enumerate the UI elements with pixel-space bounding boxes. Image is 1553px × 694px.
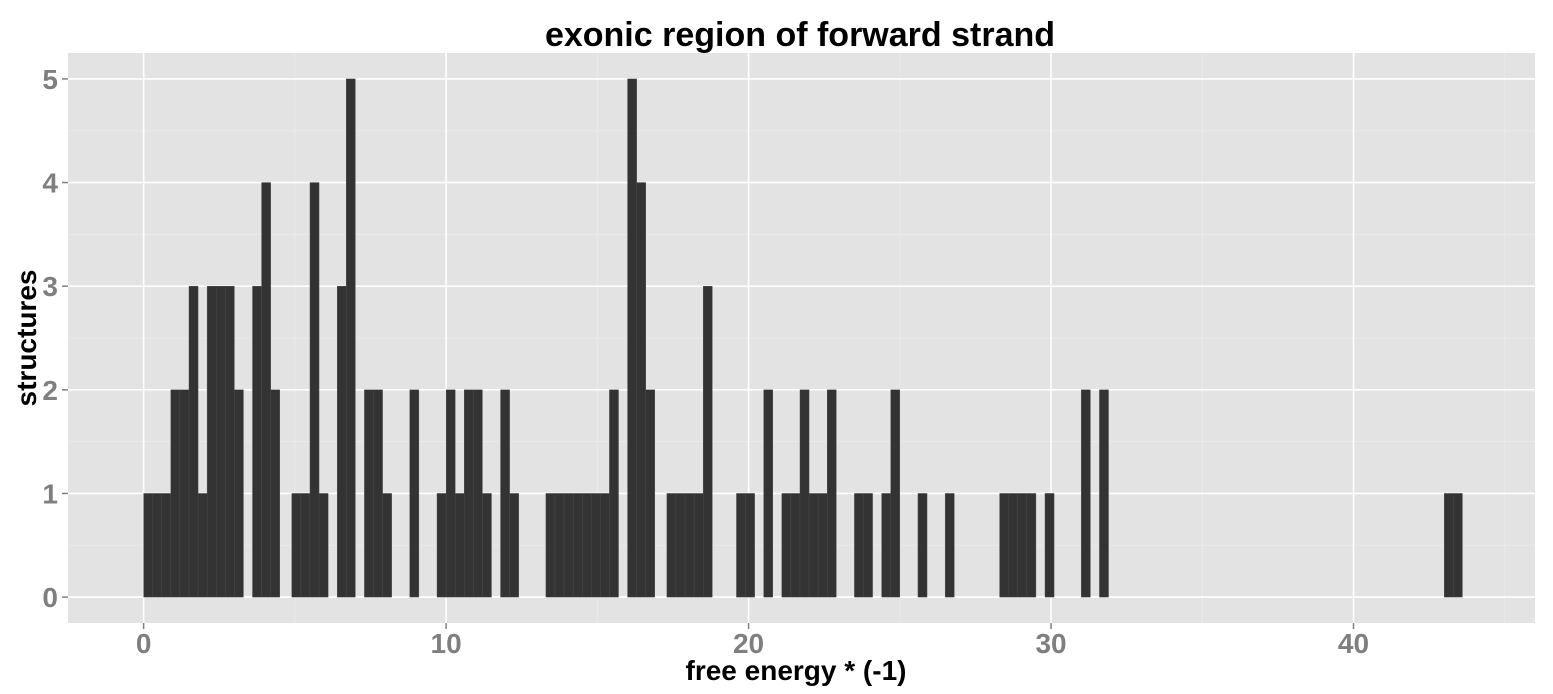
bar [152,493,162,598]
bar [917,493,928,598]
bar [1099,389,1109,598]
bar [863,493,873,598]
bar [1044,493,1055,598]
x-axis-ticks: 0 10 20 30 40 [136,623,1369,659]
bar [1017,493,1028,598]
bar [854,493,864,598]
bar [500,389,510,598]
bar [337,285,347,598]
y-tick-label: 3 [42,271,58,302]
bar [509,493,519,598]
bar [346,78,356,598]
bars [143,78,1463,598]
bar [1081,389,1091,598]
chart-title: exonic region of forward strand [545,16,1055,54]
bar [890,389,901,598]
y-tick-label: 4 [42,168,58,199]
bar [454,493,465,598]
bar [216,285,226,598]
y-tick-label: 0 [42,582,58,613]
x-tick-label: 30 [1035,628,1066,659]
bar [763,389,773,598]
bar [300,493,311,598]
bar [944,493,955,598]
bar [373,389,383,598]
bar [591,493,601,598]
bar [252,285,262,598]
bar [382,493,392,598]
bar [188,285,199,598]
bar [781,493,792,598]
bar [318,493,329,598]
y-axis-title: structures [11,270,42,407]
x-tick-label: 20 [733,628,764,659]
bar [582,493,592,598]
bar [170,389,181,598]
bar [600,493,610,598]
bar [799,389,810,598]
bar [702,285,713,598]
bar [1008,493,1018,598]
y-axis-ticks: 0 1 2 3 4 5 [42,64,68,613]
bar [636,182,646,598]
bar [693,493,704,598]
bar [261,182,271,598]
bar [179,389,190,598]
bar [197,493,208,598]
y-tick-label: 5 [42,64,58,95]
bar [409,389,420,598]
bar [309,182,320,598]
y-tick-label: 1 [42,478,58,509]
bar [225,285,235,598]
x-tick-label: 10 [431,628,462,659]
bar [563,493,574,598]
bar [736,493,746,598]
bar [1444,493,1454,598]
bar [572,493,583,598]
bar [745,493,755,598]
bar [827,389,837,598]
bar [627,78,637,598]
bar [291,493,302,598]
bar [482,493,492,598]
bar [999,493,1009,598]
y-tick-label: 2 [42,375,58,406]
bar [473,389,483,598]
bar [554,493,565,598]
bar [161,493,172,598]
x-tick-label: 0 [136,628,152,659]
bar [684,493,695,598]
bar [881,493,891,598]
bar [206,285,217,598]
bar [645,389,655,598]
bar [545,493,556,598]
bar [143,493,153,598]
bar [609,389,619,598]
bar [234,389,244,598]
bar [445,389,456,598]
bar [675,493,686,598]
bar [790,493,801,598]
bar [817,493,828,598]
x-axis-title: free energy * (-1) [686,655,907,686]
bar [1453,493,1463,598]
bar [1026,493,1037,598]
bar [464,389,474,598]
bar [436,493,447,598]
bar [666,493,677,598]
bar [364,389,374,598]
bar [808,493,819,598]
bar [270,389,280,598]
x-tick-label: 40 [1338,628,1369,659]
